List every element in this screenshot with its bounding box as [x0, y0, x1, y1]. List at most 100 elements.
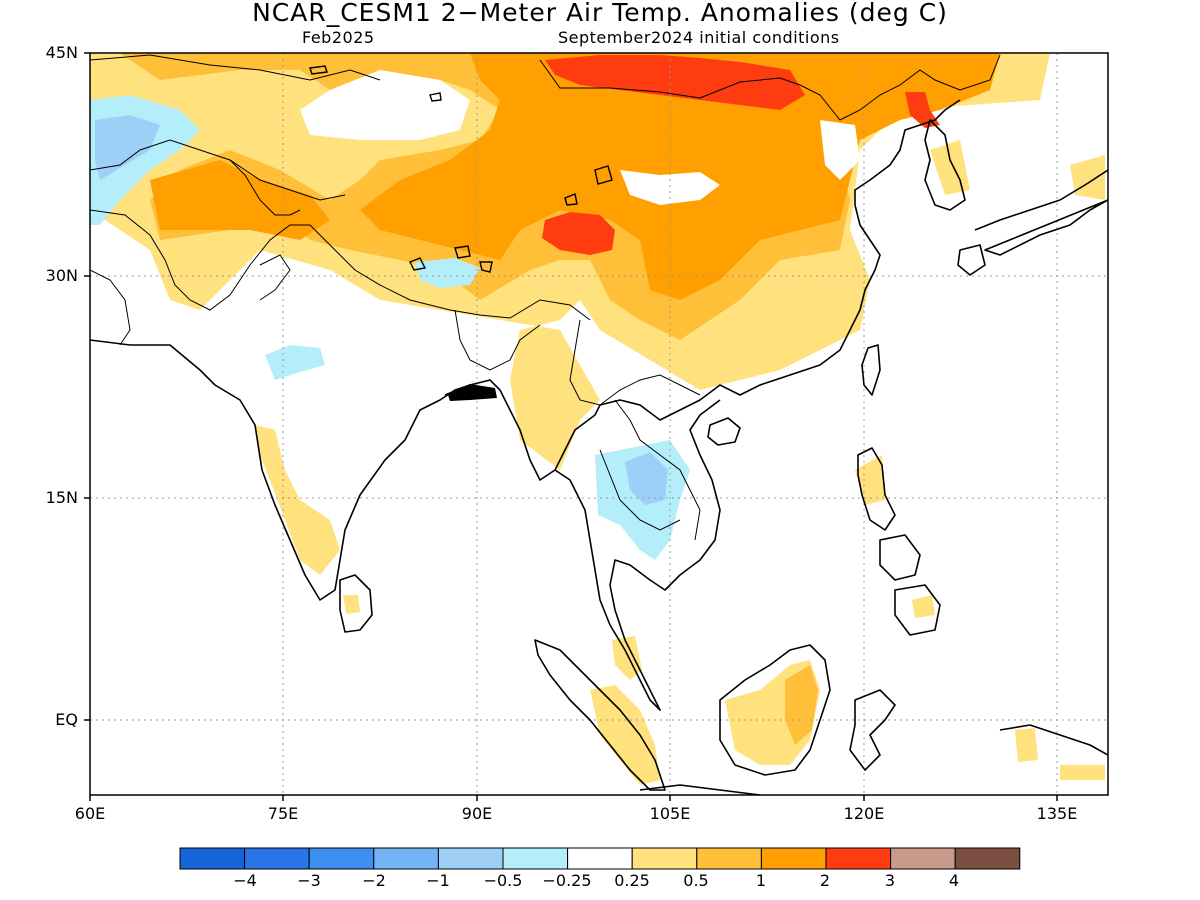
- lake-outline: [309, 65, 328, 75]
- forecast-month: Feb2025: [302, 28, 375, 47]
- coast-sulawesi: [849, 689, 896, 771]
- border-line: [90, 209, 591, 321]
- coast-india: [90, 99, 961, 601]
- colorbar-swatch: [760, 847, 827, 870]
- anomaly-field: [90, 53, 1108, 795]
- lat-label-45n: 45N: [45, 43, 78, 62]
- anomaly-region-neutral-3: [820, 120, 860, 180]
- colorbar-label: −0.25: [542, 871, 592, 890]
- lake-outline: [594, 165, 613, 185]
- borders: [90, 54, 1001, 541]
- anomaly-region-weak-warm-korea: [930, 140, 970, 195]
- anomaly-region-very-warm-tibet: [542, 212, 615, 255]
- lon-label-90e: 90E: [461, 804, 493, 823]
- lon-label-75e: 75E: [267, 804, 299, 823]
- axis-ticks: [84, 52, 1058, 801]
- anomaly-region-weak-warm-srilanka: [343, 595, 360, 614]
- colorbar-swatch: [373, 847, 439, 870]
- coast-sri-lanka: [339, 574, 373, 633]
- bengal-delta-shade: [448, 384, 497, 401]
- anomaly-region-strong-warm-west: [150, 160, 330, 240]
- anomaly-region-moderate-warm-borneo: [785, 665, 818, 745]
- coast-borneo: [719, 644, 831, 776]
- border-line: [569, 319, 701, 406]
- anomaly-region-weak-warm-newguinea: [1015, 728, 1038, 762]
- anomaly-region-cool-india: [265, 345, 325, 380]
- lon-label-120e: 120E: [843, 804, 885, 823]
- colorbar: [179, 847, 1021, 870]
- border-line: [599, 449, 681, 531]
- lon-label-135e: 135E: [1036, 804, 1078, 823]
- colorbar-swatch: [502, 847, 569, 870]
- colorbar-swatch: [696, 847, 762, 870]
- anomaly-region-neutral: [300, 70, 470, 140]
- coast-korea: [924, 119, 966, 211]
- anomaly-region-weak-warm-japan2: [1000, 55, 1040, 80]
- border-line: [539, 54, 1001, 121]
- coast-java: [639, 784, 761, 795]
- lon-label-60e: 60E: [74, 804, 106, 823]
- lake-outline: [409, 257, 427, 271]
- coast-visayas: [879, 534, 921, 581]
- lon-label-105e: 105E: [649, 804, 691, 823]
- anomaly-region-weak-warm-sumatra: [590, 685, 660, 785]
- coast-new-guinea: [999, 724, 1108, 756]
- anomaly-region-weak-warm-india: [255, 425, 340, 575]
- lat-label-15n: 15N: [45, 488, 78, 507]
- anomaly-region-cool-tibet: [415, 258, 480, 288]
- coast-mindanao: [894, 584, 941, 636]
- colorbar-label: −3: [297, 871, 321, 890]
- colorbar-label: −1: [426, 871, 450, 890]
- anomaly-region-weak-warm-mindanao: [912, 595, 935, 618]
- border-line: [90, 139, 346, 201]
- anomaly-region-weak-warm-japan: [1070, 155, 1105, 200]
- colorbar-swatch: [890, 847, 956, 870]
- coastlines: [90, 99, 1108, 795]
- map-title: NCAR_CESM1 2−Meter Air Temp. Anomalies (…: [252, 0, 948, 27]
- colorbar-label: −4: [233, 871, 257, 890]
- colorbar-label: 4: [948, 871, 960, 890]
- border-line: [229, 159, 301, 216]
- colorbar-swatch: [437, 847, 504, 870]
- anomaly-region-weak-warm-pacific: [1060, 765, 1105, 780]
- lake-outline: [429, 92, 442, 102]
- anomaly-region-weak-warm-luzon: [855, 455, 885, 505]
- anomaly-region-very-warm-ne: [905, 92, 940, 128]
- colorbar-label: 0.25: [614, 871, 650, 890]
- coast-luzon: [857, 447, 896, 531]
- coast-taiwan: [861, 344, 881, 396]
- anomaly-region-very-warm-north: [545, 55, 805, 110]
- colorbar-label: −2: [362, 871, 386, 890]
- colorbar-swatch: [308, 847, 375, 870]
- anomaly-region-neutral-2: [620, 170, 720, 205]
- colorbar-swatch: [179, 847, 246, 870]
- gridlines: [90, 53, 1108, 795]
- colorbar-swatch: [631, 847, 698, 870]
- anomaly-region-cool-indochina-strong: [625, 452, 668, 505]
- lat-label-30n: 30N: [45, 266, 78, 285]
- border-line: [614, 399, 701, 541]
- colorbar-label: 1: [755, 871, 767, 890]
- lake-outline: [564, 193, 578, 206]
- lat-label-eq: EQ: [55, 710, 78, 729]
- lake-outline: [479, 261, 493, 273]
- border-line: [259, 254, 291, 301]
- map-frame: [89, 52, 1109, 796]
- inland-lakes: [309, 65, 613, 273]
- border-line: [454, 309, 541, 371]
- border-line: [90, 54, 381, 81]
- colorbar-label: 3: [884, 871, 896, 890]
- colorbar-swatch: [244, 847, 310, 870]
- colorbar-label: 0.5: [683, 871, 709, 890]
- coast-hainan: [707, 417, 741, 446]
- colorbar-swatch: [567, 847, 633, 870]
- coast-japan: [974, 169, 1108, 256]
- colorbar-swatch: [825, 847, 892, 870]
- colorbar-swatch: [954, 847, 1021, 870]
- colorbar-label: −0.5: [483, 871, 523, 890]
- anomaly-region-cool-west-strong: [95, 115, 160, 180]
- coast-indochina: [554, 399, 721, 711]
- colorbar-label: 2: [819, 871, 831, 890]
- coast-kyushu: [957, 244, 986, 276]
